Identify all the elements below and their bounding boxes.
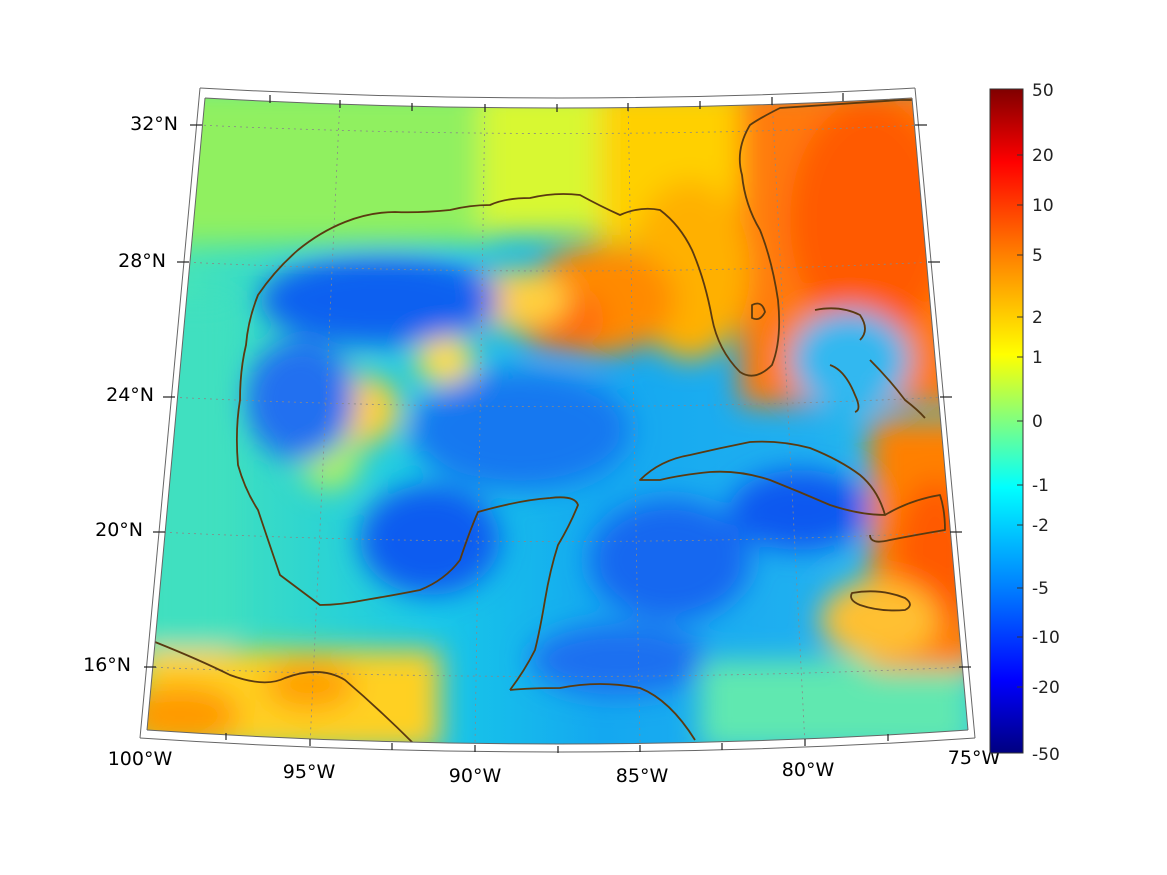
- jamaica: [850, 590, 911, 612]
- colorbar-tick-label: -10: [1032, 628, 1060, 648]
- lat-label-28n: 28°N: [118, 250, 166, 272]
- graticule: [148, 98, 967, 744]
- colorbar-tick-label: 1: [1032, 348, 1043, 368]
- colorbar-tick-label: 5: [1032, 246, 1043, 266]
- lon-label-75w: 75°W: [948, 747, 1001, 769]
- lat-label-32n: 32°N: [130, 113, 178, 135]
- frame-ticks: [144, 93, 971, 753]
- colorbar-tick-label: -20: [1032, 678, 1060, 698]
- colorbar-tick-label: -50: [1032, 745, 1060, 765]
- lake-okeechobee: [751, 302, 766, 321]
- lat-label-20n: 20°N: [95, 519, 143, 541]
- map-field: [147, 98, 968, 744]
- colorbar-tick-label: 10: [1032, 196, 1054, 216]
- latitude-labels: 32°N 28°N 24°N 20°N 16°N: [83, 113, 178, 676]
- colorbar-tick-label: -1: [1032, 476, 1049, 496]
- colorbar-tick-label: -2: [1032, 516, 1049, 536]
- gulf-coast: [235, 99, 922, 691]
- lat-label-16n: 16°N: [83, 654, 131, 676]
- map-frame: [139, 87, 976, 753]
- colorbar-tick-label: 0: [1032, 412, 1043, 432]
- lon-label-80w: 80°W: [782, 759, 835, 781]
- coastlines: [154, 99, 946, 744]
- cuba: [639, 440, 886, 516]
- colorbar-tick-label: 20: [1032, 146, 1054, 166]
- lon-label-90w: 90°W: [449, 765, 502, 787]
- colorbar: 50 20 10 5 2 1 0 -1 -2 -5 -10 -20 -50: [989, 81, 1060, 765]
- colorbar-ticks: [1017, 154, 1023, 688]
- lat-label-24n: 24°N: [106, 384, 154, 406]
- lon-label-95w: 95°W: [283, 761, 336, 783]
- colorbar-tick-label: 2: [1032, 308, 1043, 328]
- central-america-coast: [509, 683, 696, 741]
- longitude-labels: 100°W 95°W 90°W 85°W 80°W 75°W: [108, 747, 1001, 787]
- bahamas: [814, 307, 926, 419]
- colorbar-tick-label: -5: [1032, 579, 1049, 599]
- lon-label-85w: 85°W: [616, 765, 669, 787]
- colorbar-tick-label: 50: [1032, 81, 1054, 101]
- lon-label-100w: 100°W: [108, 748, 173, 770]
- pacific-coast: [154, 641, 416, 744]
- hispaniola: [869, 494, 946, 543]
